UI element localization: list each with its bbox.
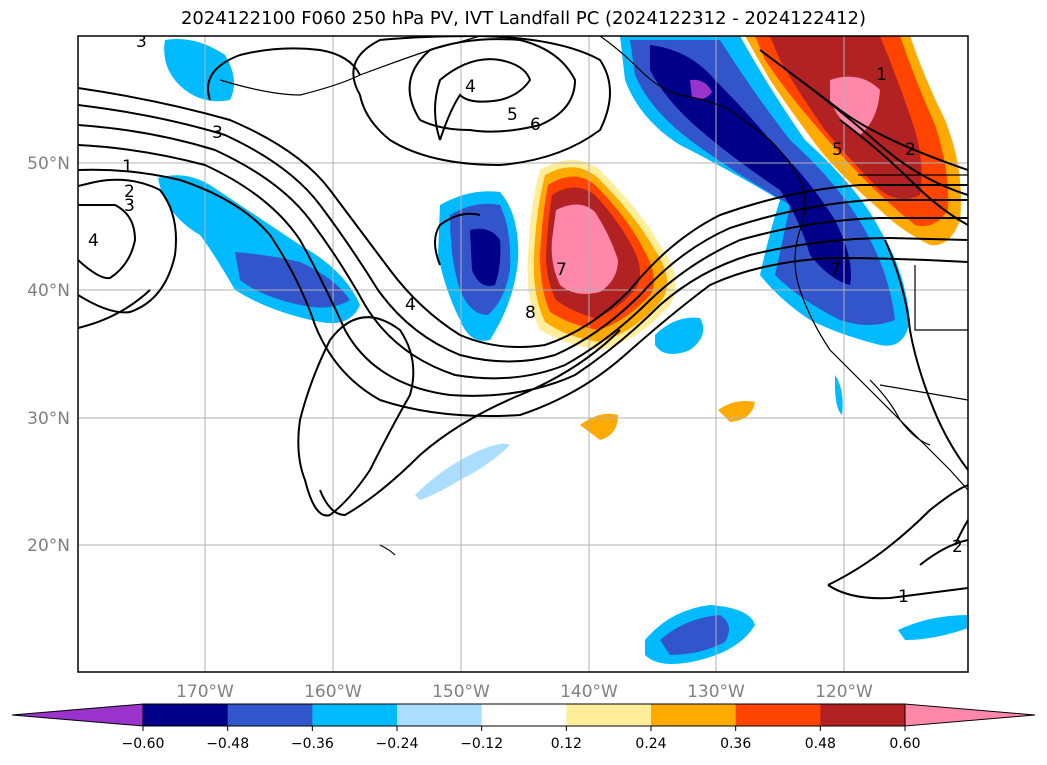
lon-label: 150°W — [432, 682, 490, 702]
negative-pv-regions — [158, 36, 968, 664]
colorbar: −0.60 −0.48 −0.36 −0.24 −0.12 0.12 0.24 0.36 0.4… — [11, 703, 1036, 752]
contour-label: 4 — [405, 295, 416, 315]
graticule — [78, 36, 968, 672]
longitude-labels: 170°W 160°W 150°W 140°W 130°W 120°W — [176, 682, 873, 702]
latitude-labels: 50°N 40°N 30°N 20°N — [27, 154, 70, 556]
contour-label: 5 — [507, 105, 518, 125]
colorbar-segment — [566, 704, 652, 726]
contour-label: 3 — [136, 32, 147, 52]
colorbar-segment — [397, 704, 483, 726]
map-area: 3 3 1 2 3 4 4 5 6 4 8 7 1 5 2 7 1 2 — [78, 32, 968, 672]
colorbar-segment — [312, 704, 398, 726]
contour-label: 2 — [124, 182, 135, 202]
colorbar-tick-label: −0.60 — [122, 736, 165, 752]
contour-label: 4 — [465, 77, 476, 97]
lon-label: 130°W — [687, 682, 745, 702]
contour-label: 3 — [124, 196, 135, 216]
colorbar-tick-label: −0.36 — [291, 736, 334, 752]
lat-label: 30°N — [27, 409, 70, 429]
contour-label: 2 — [952, 537, 963, 557]
contour-label: 2 — [905, 140, 916, 160]
colorbar-segment — [227, 704, 313, 726]
contour-label: 6 — [530, 115, 541, 135]
ivt-contours — [78, 36, 968, 600]
contour-label: 1 — [898, 587, 909, 607]
lon-label: 140°W — [560, 682, 618, 702]
map-title: 2024122100 F060 250 hPa PV, IVT Landfall… — [180, 8, 867, 29]
colorbar-segment — [481, 704, 567, 726]
contour-label: 1 — [876, 65, 887, 85]
contour-label: 7 — [830, 260, 841, 280]
map-frame — [77, 35, 969, 673]
colorbar-extend-max — [904, 703, 1036, 727]
colorbar-extend-min — [11, 703, 144, 727]
colorbar-segment — [820, 704, 906, 726]
contour-label: 1 — [122, 157, 133, 177]
contour-label: 4 — [88, 231, 99, 251]
contour-labels: 3 3 1 2 3 4 4 5 6 4 8 7 1 5 2 7 1 2 — [88, 32, 963, 607]
lat-label: 40°N — [27, 281, 70, 301]
colorbar-tick-label: −0.24 — [376, 736, 419, 752]
colorbar-tick-label: 0.36 — [720, 736, 751, 752]
colorbar-segment — [651, 704, 737, 726]
contour-label: 3 — [212, 123, 223, 143]
lon-label: 160°W — [304, 682, 362, 702]
colorbar-segment — [735, 704, 821, 726]
lon-label: 120°W — [815, 682, 873, 702]
lat-label: 20°N — [27, 536, 70, 556]
lat-label: 50°N — [27, 154, 70, 174]
colorbar-tick-label: 0.60 — [889, 736, 920, 752]
positive-pv-regions — [527, 36, 961, 440]
colorbar-segment — [143, 704, 229, 726]
colorbar-tick-label: 0.48 — [805, 736, 836, 752]
colorbar-tick-label: −0.48 — [206, 736, 249, 752]
lon-label: 170°W — [176, 682, 234, 702]
colorbar-tick-label: 0.12 — [551, 736, 582, 752]
colorbar-outline — [142, 703, 906, 727]
contour-label: 7 — [556, 260, 567, 280]
colorbar-tick-label: −0.12 — [460, 736, 503, 752]
colorbar-tick-label: 0.24 — [635, 736, 666, 752]
contour-label: 5 — [832, 140, 843, 160]
contour-label: 8 — [525, 303, 536, 323]
